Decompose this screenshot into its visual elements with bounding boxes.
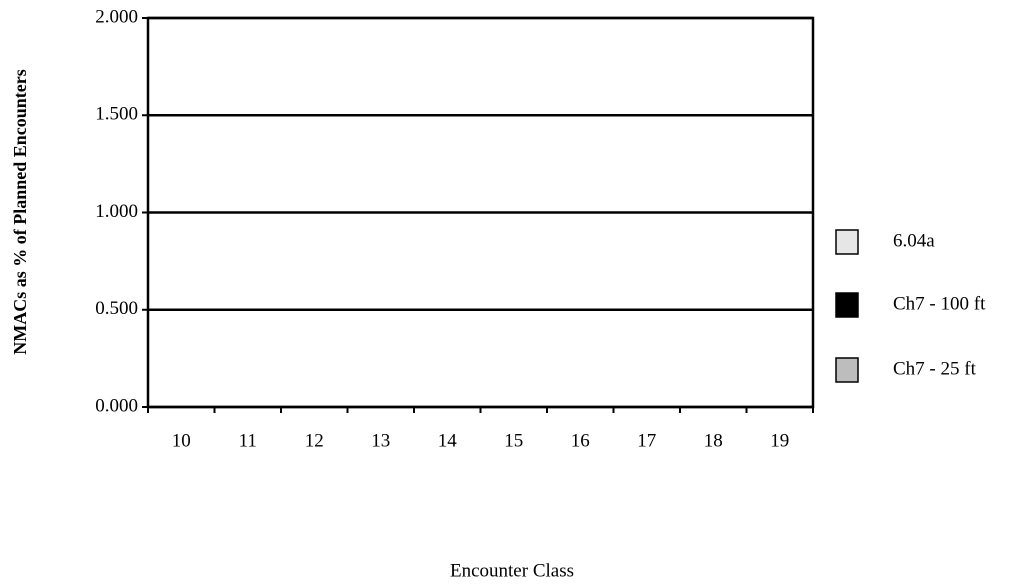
- x-tick-label: 15: [504, 430, 523, 451]
- x-tick-label: 11: [239, 430, 257, 451]
- x-tick-label: 18: [704, 430, 723, 451]
- x-tick-label: 17: [637, 430, 656, 451]
- y-tick-label: 1.500: [95, 104, 138, 125]
- x-axis-label: Encounter Class: [450, 560, 574, 581]
- x-tick-label: 14: [438, 430, 458, 451]
- legend-label: Ch7 - 25 ft: [893, 358, 977, 379]
- x-tick-label: 16: [571, 430, 590, 451]
- legend-label: 6.04a: [893, 230, 935, 251]
- y-tick-label: 0.000: [95, 395, 138, 416]
- legend-swatch: [835, 229, 859, 255]
- legend-label: Ch7 - 100 ft: [893, 293, 986, 314]
- y-tick-label: 2.000: [95, 6, 138, 27]
- x-tick-label: 19: [770, 430, 789, 451]
- y-tick-label: 1.000: [95, 201, 138, 222]
- x-tick-label: 13: [371, 430, 390, 451]
- legend-swatch: [835, 357, 859, 383]
- x-tick-label: 10: [172, 430, 191, 451]
- y-axis-label: NMACs as % of Planned Encounters: [10, 69, 30, 355]
- legend-swatch: [835, 292, 859, 318]
- y-tick-label: 0.500: [95, 298, 138, 319]
- x-tick-label: 12: [305, 430, 324, 451]
